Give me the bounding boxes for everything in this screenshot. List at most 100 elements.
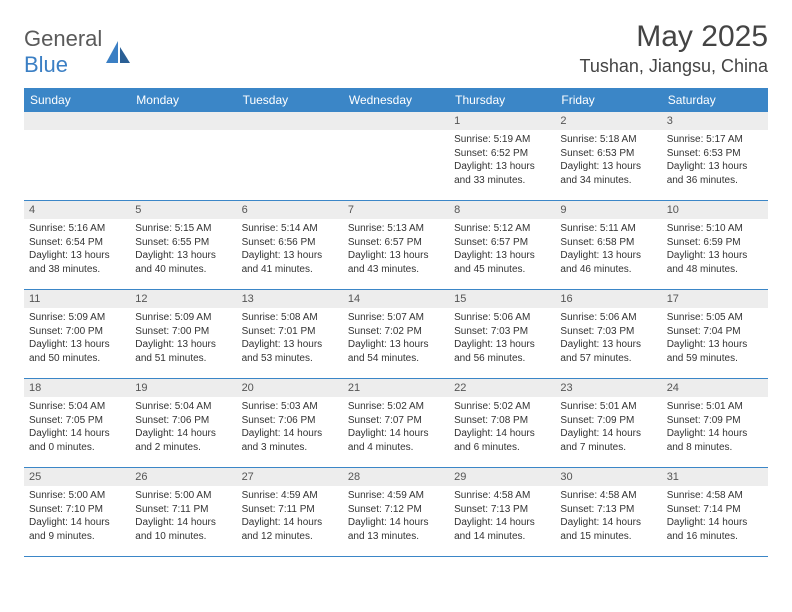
- sunrise-line: Sunrise: 5:02 AM: [454, 400, 550, 414]
- cell-body: Sunrise: 4:59 AMSunset: 7:11 PMDaylight:…: [237, 486, 343, 547]
- day-number: 31: [662, 468, 768, 486]
- daylight-line-2: and 8 minutes.: [667, 441, 763, 455]
- daylight-line-1: Daylight: 13 hours: [242, 249, 338, 263]
- cell-body: Sunrise: 5:14 AMSunset: 6:56 PMDaylight:…: [237, 219, 343, 280]
- cell-body: Sunrise: 5:19 AMSunset: 6:52 PMDaylight:…: [449, 130, 555, 191]
- sunset-line: Sunset: 7:11 PM: [135, 503, 231, 517]
- sunset-line: Sunset: 7:05 PM: [29, 414, 125, 428]
- sunset-line: Sunset: 7:12 PM: [348, 503, 444, 517]
- cell-body: Sunrise: 5:01 AMSunset: 7:09 PMDaylight:…: [555, 397, 661, 458]
- daylight-line-2: and 34 minutes.: [560, 174, 656, 188]
- daylight-line-2: and 12 minutes.: [242, 530, 338, 544]
- calendar-cell: 24Sunrise: 5:01 AMSunset: 7:09 PMDayligh…: [662, 379, 768, 467]
- cell-body: Sunrise: 5:17 AMSunset: 6:53 PMDaylight:…: [662, 130, 768, 191]
- day-number: [237, 112, 343, 130]
- sunrise-line: Sunrise: 5:00 AM: [135, 489, 231, 503]
- sunset-line: Sunset: 6:53 PM: [560, 147, 656, 161]
- sunrise-line: Sunrise: 5:14 AM: [242, 222, 338, 236]
- daylight-line-1: Daylight: 13 hours: [560, 249, 656, 263]
- day-number: 22: [449, 379, 555, 397]
- sunset-line: Sunset: 7:01 PM: [242, 325, 338, 339]
- week-row: 1Sunrise: 5:19 AMSunset: 6:52 PMDaylight…: [24, 112, 768, 201]
- sunrise-line: Sunrise: 4:59 AM: [348, 489, 444, 503]
- daylight-line-1: Daylight: 13 hours: [560, 338, 656, 352]
- cell-body: Sunrise: 5:11 AMSunset: 6:58 PMDaylight:…: [555, 219, 661, 280]
- sunrise-line: Sunrise: 4:59 AM: [242, 489, 338, 503]
- calendar-cell: 4Sunrise: 5:16 AMSunset: 6:54 PMDaylight…: [24, 201, 130, 289]
- sunrise-line: Sunrise: 5:03 AM: [242, 400, 338, 414]
- day-number: 6: [237, 201, 343, 219]
- sunset-line: Sunset: 6:59 PM: [667, 236, 763, 250]
- cell-body: Sunrise: 5:03 AMSunset: 7:06 PMDaylight:…: [237, 397, 343, 458]
- sunset-line: Sunset: 7:13 PM: [454, 503, 550, 517]
- daylight-line-2: and 2 minutes.: [135, 441, 231, 455]
- calendar-cell: 31Sunrise: 4:58 AMSunset: 7:14 PMDayligh…: [662, 468, 768, 556]
- daylight-line-1: Daylight: 14 hours: [560, 516, 656, 530]
- cell-body: Sunrise: 5:12 AMSunset: 6:57 PMDaylight:…: [449, 219, 555, 280]
- calendar-cell: 30Sunrise: 4:58 AMSunset: 7:13 PMDayligh…: [555, 468, 661, 556]
- week-row: 18 Sunrise: 5:04 AM Sunset: 7:05 PM Dayligh…: [24, 379, 768, 468]
- daylight-line-1: Daylight: 14 hours: [348, 516, 444, 530]
- day-number: 18: [24, 379, 130, 397]
- daylight-line-2: and 59 minutes.: [667, 352, 763, 366]
- calendar-cell: 9Sunrise: 5:11 AMSunset: 6:58 PMDaylight…: [555, 201, 661, 289]
- daylight-line-1: Daylight: 13 hours: [242, 338, 338, 352]
- day-number: 25: [24, 468, 130, 486]
- daylight-line-1: Daylight: 14 hours: [135, 516, 231, 530]
- logo: General Blue: [24, 20, 132, 78]
- daylight-line-1: Daylight: 13 hours: [454, 338, 550, 352]
- daylight-line-1: Daylight: 13 hours: [29, 338, 125, 352]
- cell-body: Sunrise: 5:18 AMSunset: 6:53 PMDaylight:…: [555, 130, 661, 191]
- cell-body: Sunrise: 5:04 AMSunset: 7:06 PMDaylight:…: [130, 397, 236, 458]
- sunset-line: Sunset: 6:56 PM: [242, 236, 338, 250]
- cell-body: Sunrise: 5:09 AMSunset: 7:00 PMDaylight:…: [24, 308, 130, 369]
- day-number: 19: [130, 379, 236, 397]
- cell-body: Sunrise: 5:15 AMSunset: 6:55 PMDaylight:…: [130, 219, 236, 280]
- daylight-line-1: Daylight: 14 hours: [667, 516, 763, 530]
- day-number: 28: [343, 468, 449, 486]
- calendar-cell: 2Sunrise: 5:18 AMSunset: 6:53 PMDaylight…: [555, 112, 661, 200]
- location: Tushan, Jiangsu, China: [580, 56, 768, 77]
- sunset-line: Sunset: 7:10 PM: [29, 503, 125, 517]
- calendar: SundayMondayTuesdayWednesdayThursdayFrid…: [24, 88, 768, 557]
- cell-body: Sunrise: 5:06 AMSunset: 7:03 PMDaylight:…: [449, 308, 555, 369]
- calendar-cell: 18Sunrise: 5:04 AMSunset: 7:05 PMDayligh…: [24, 379, 130, 467]
- sunrise-line: Sunrise: 5:09 AM: [29, 311, 125, 325]
- title-block: May 2025 Tushan, Jiangsu, China: [580, 20, 768, 77]
- calendar-cell: 7Sunrise: 5:13 AMSunset: 6:57 PMDaylight…: [343, 201, 449, 289]
- calendar-cell: 21Sunrise: 5:02 AMSunset: 7:07 PMDayligh…: [343, 379, 449, 467]
- sunset-line: Sunset: 6:57 PM: [348, 236, 444, 250]
- sunrise-line: Sunrise: 5:17 AM: [667, 133, 763, 147]
- sunset-line: Sunset: 6:57 PM: [454, 236, 550, 250]
- sunrise-line: Sunrise: 5:04 AM: [135, 400, 231, 414]
- daylight-line-2: and 45 minutes.: [454, 263, 550, 277]
- sunrise-line: Sunrise: 5:08 AM: [242, 311, 338, 325]
- daylight-line-2: and 56 minutes.: [454, 352, 550, 366]
- daylight-line-2: and 48 minutes.: [667, 263, 763, 277]
- daylight-line-2: and 10 minutes.: [135, 530, 231, 544]
- daylight-line-2: and 3 minutes.: [242, 441, 338, 455]
- day-number: 10: [662, 201, 768, 219]
- sunrise-line: Sunrise: 5:01 AM: [560, 400, 656, 414]
- day-number: 14: [343, 290, 449, 308]
- cell-body: Sunrise: 5:02 AMSunset: 7:08 PMDaylight:…: [449, 397, 555, 458]
- weeks-container: 1Sunrise: 5:19 AMSunset: 6:52 PMDaylight…: [24, 112, 768, 557]
- calendar-cell: 26Sunrise: 5:00 AMSunset: 7:11 PMDayligh…: [130, 468, 236, 556]
- calendar-cell: [237, 112, 343, 200]
- daylight-line-1: Daylight: 14 hours: [454, 516, 550, 530]
- calendar-cell: [24, 112, 130, 200]
- daylight-line-2: and 6 minutes.: [454, 441, 550, 455]
- cell-body: Sunrise: 5:13 AMSunset: 6:57 PMDaylight:…: [343, 219, 449, 280]
- day-number: [343, 112, 449, 130]
- daylight-line-1: Daylight: 14 hours: [560, 427, 656, 441]
- sunset-line: Sunset: 7:00 PM: [135, 325, 231, 339]
- sunset-line: Sunset: 7:06 PM: [242, 414, 338, 428]
- sunset-line: Sunset: 6:52 PM: [454, 147, 550, 161]
- sunrise-line: Sunrise: 5:00 AM: [29, 489, 125, 503]
- sunset-line: Sunset: 7:03 PM: [454, 325, 550, 339]
- day-number: 17: [662, 290, 768, 308]
- day-number: 24: [662, 379, 768, 397]
- cell-body: Sunrise: 5:00 AMSunset: 7:11 PMDaylight:…: [130, 486, 236, 547]
- logo-text: General Blue: [24, 26, 102, 78]
- daylight-line-2: and 36 minutes.: [667, 174, 763, 188]
